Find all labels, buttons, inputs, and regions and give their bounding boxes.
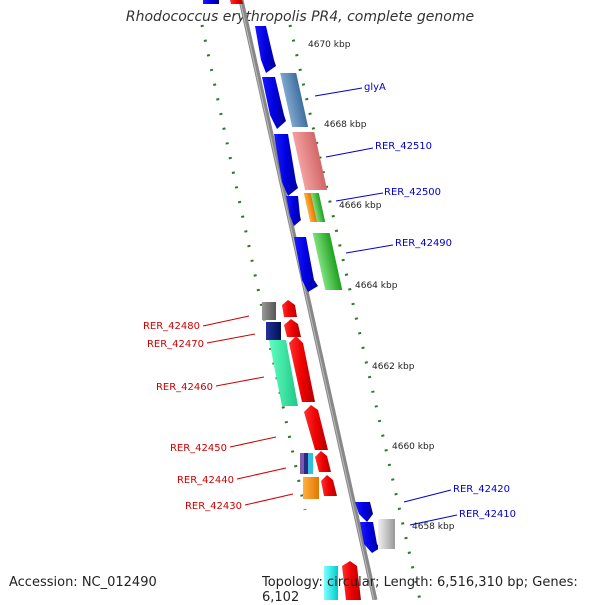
gene-box-RER_42430	[303, 477, 319, 499]
gene-arrow	[289, 336, 315, 402]
tick-label-4664: 4664 kbp	[355, 281, 398, 291]
gene-label-RER_42410: RER_42410	[459, 509, 516, 520]
gene-label-RER_42450: RER_42450	[170, 443, 227, 454]
leader-line	[206, 333, 256, 344]
gene-box-RER_42510	[292, 132, 328, 190]
tick-label-4658: 4658 kbp	[412, 522, 455, 532]
leader-line	[236, 467, 287, 480]
leader-line	[314, 87, 363, 97]
gene-arrow	[360, 522, 380, 553]
tick-label-4670: 4670 kbp	[308, 40, 351, 50]
gene-arrow	[262, 77, 286, 129]
gene-arrow	[255, 26, 276, 73]
gene-arrow	[304, 405, 328, 450]
gene-label-RER_42460: RER_42460	[156, 382, 213, 393]
genome-summary: Topology: circular; Length: 6,516,310 bp…	[262, 575, 578, 605]
gene-arrow	[315, 451, 331, 472]
gene-label-glyA: glyA	[364, 82, 386, 93]
gene-arrow	[230, 0, 243, 4]
tick-label-4660: 4660 kbp	[392, 442, 435, 452]
gene-label-RER_42490: RER_42490	[395, 238, 452, 249]
gene-label-RER_42500: RER_42500	[384, 187, 441, 198]
tick-label-4666: 4666 kbp	[339, 201, 382, 211]
gene-arrow	[286, 196, 301, 226]
accession-label: Accession: NC_012490	[9, 575, 157, 590]
map-title: Rhodococcus erythropolis PR4, complete g…	[125, 9, 475, 25]
gene-box-RER_42500	[303, 193, 318, 222]
gene-box-RER_42440b	[304, 453, 308, 474]
gene-arrow	[355, 502, 373, 522]
gene-arrow	[284, 319, 301, 337]
gene-arrow	[294, 237, 318, 292]
leader-line	[202, 315, 250, 327]
genome-backbone	[238, 0, 378, 600]
gene-label-RER_42430: RER_42430	[185, 501, 242, 512]
tick-label-4668: 4668 kbp	[324, 120, 367, 130]
genome-backbone-highlight	[239, 0, 375, 600]
leader-line	[409, 514, 458, 526]
leader-line	[403, 489, 452, 503]
leader-line	[244, 493, 294, 506]
gene-arrow	[282, 300, 297, 317]
gene-box-RER_42490	[312, 233, 343, 290]
leader-line	[345, 244, 394, 254]
gene-label-RER_42440: RER_42440	[177, 475, 234, 486]
gene-box-RER_42470	[266, 322, 281, 340]
gene-box-RER_42500b	[310, 193, 326, 222]
gene-arrow	[342, 561, 361, 600]
gene-label-RER_42480: RER_42480	[143, 321, 200, 332]
gene-box-RER_42460	[269, 340, 298, 406]
gene-box-RER_42440	[300, 453, 304, 474]
leader-line	[325, 147, 374, 158]
gene-box-RER_42440c	[308, 453, 313, 474]
leader-line	[335, 192, 384, 202]
gene-arrow	[321, 475, 337, 496]
gene-arrow	[203, 0, 219, 4]
leader-line	[229, 436, 277, 448]
gene-box-glyA	[280, 73, 309, 127]
gene-box	[324, 566, 338, 600]
leader-line	[215, 376, 265, 387]
gene-label-RER_42470: RER_42470	[147, 339, 204, 350]
gene-box-RER_42480	[262, 302, 276, 320]
gene-label-RER_42420: RER_42420	[453, 484, 510, 495]
tick-label-4662: 4662 kbp	[372, 362, 415, 372]
gene-label-RER_42510: RER_42510	[375, 141, 432, 152]
gene-box-RER_42410	[378, 519, 395, 549]
gene-arrow	[274, 134, 298, 196]
